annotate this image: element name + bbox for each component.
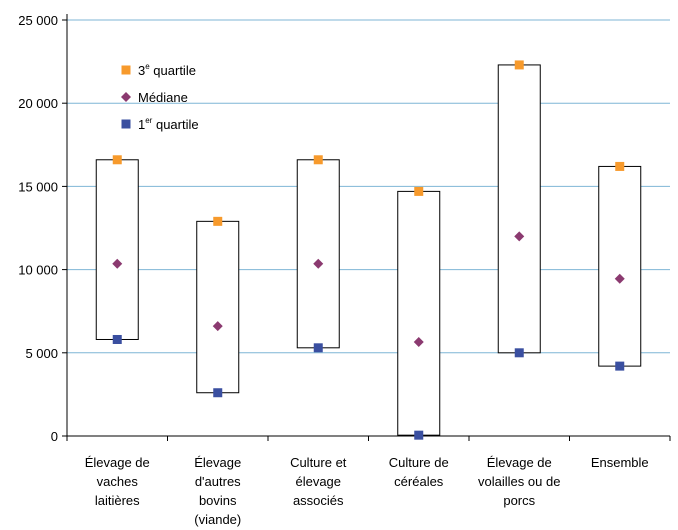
legend-label: Médiane (138, 90, 188, 105)
q1-point (514, 348, 524, 358)
legend-marker (121, 65, 131, 75)
axes (62, 14, 671, 441)
median-point (112, 258, 123, 269)
quartile-box (296, 159, 340, 349)
legend-label: 3e quartile (138, 62, 196, 78)
y-tick-label: 5 000 (25, 346, 58, 361)
y-tick-label: 0 (51, 429, 58, 444)
q3-point (414, 186, 424, 196)
q1-point (112, 334, 122, 344)
q3-point (112, 155, 122, 165)
q1-point (313, 343, 323, 353)
category-labels: Élevage de vaches laitières Élevage d'autres… (85, 455, 649, 527)
y-tick-label: 25 000 (18, 13, 58, 28)
median-point (614, 273, 625, 284)
y-tick-label: 10 000 (18, 263, 58, 278)
legend-label: 1er quartile (138, 116, 199, 132)
category-label: Culture et élevage associés (290, 455, 347, 508)
median-point (413, 336, 424, 347)
category-label: Culture de céréales (389, 455, 449, 489)
category-label: Ensemble (591, 455, 649, 470)
quartile-box (497, 64, 541, 354)
q1-point (615, 361, 625, 371)
median-point (313, 258, 324, 269)
q3-point (313, 155, 323, 165)
y-tick-label: 15 000 (18, 179, 58, 194)
quartile-box (196, 220, 240, 394)
y-tick-label: 20 000 (18, 96, 58, 111)
q3-point (615, 161, 625, 171)
median-point (212, 321, 223, 332)
legend-marker (121, 92, 131, 102)
quartile-box (598, 165, 642, 367)
category-label: Élevage d'autres bovins (viande) (194, 455, 241, 527)
legend: 3e quartile Médiane 1er quartile (121, 62, 199, 132)
quartile-boxes (95, 64, 642, 436)
quartile-box (95, 159, 139, 340)
quartile-box (397, 190, 441, 436)
q1-point (414, 430, 424, 440)
category-label: Élevage de vaches laitières (85, 455, 150, 508)
category-label: Élevage de volailles ou de porcs (478, 455, 560, 508)
median-point (514, 231, 525, 242)
q3-point (213, 216, 223, 226)
q1-point (213, 388, 223, 398)
gridlines (67, 19, 670, 354)
data-points (112, 60, 625, 440)
legend-marker (121, 119, 131, 129)
y-tick-labels: 25 000 20 000 15 000 10 000 5 000 0 (18, 13, 58, 444)
q3-point (514, 60, 524, 70)
